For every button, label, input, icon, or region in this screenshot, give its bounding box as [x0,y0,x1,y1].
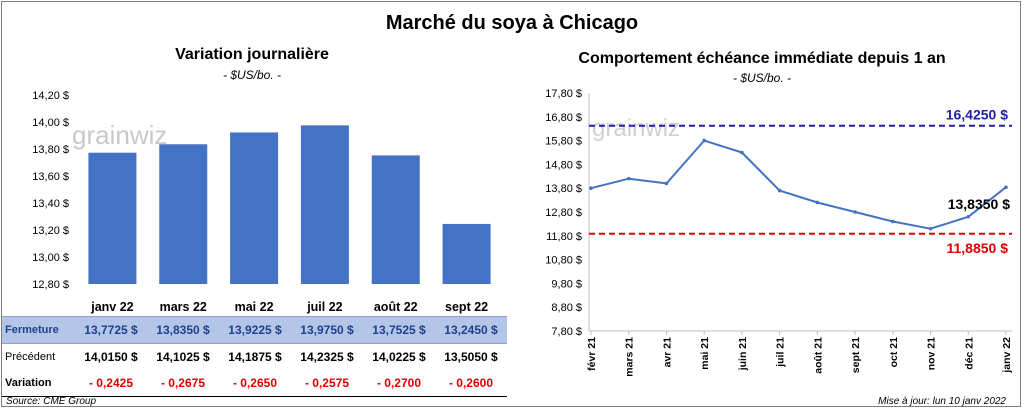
table-row-variation: Variation - 0,2425 - 0,2675 - 0,2650 - 0… [2,370,507,397]
left-chart-subtitle: - $US/bo. - [222,68,282,82]
data-point [815,200,820,205]
x-tick-label: sept 22 [445,300,488,314]
data-point [626,176,631,181]
x-tick-label: juil 22 [306,300,342,314]
table-cell: - 0,2650 [219,370,291,397]
bar [230,132,279,284]
row-label: Précédent [5,351,56,363]
y-tick-label: 10,80 $ [545,255,582,267]
data-point [966,214,971,219]
y-tick-label: 8,80 $ [551,302,582,314]
y-tick-label: 13,80 $ [32,144,69,156]
table-cell: 14,2325 $ [300,350,354,364]
table-cell: 13,5050 $ [444,350,498,364]
y-tick-label: 13,60 $ [32,171,69,183]
y-tick-label: 13,20 $ [32,225,69,237]
y-tick-label: 14,20 $ [32,90,69,102]
source-note: Source: CME Group [6,396,97,407]
y-tick-label: 13,40 $ [32,198,69,210]
bar [159,144,208,284]
y-tick-label: 13,80 $ [545,183,582,195]
y-tick-label: 12,80 $ [32,279,69,291]
table-cell: 14,1875 $ [228,350,282,364]
data-point [664,181,669,186]
x-tick-label: nov 21 [926,337,938,370]
y-tick-label: 13,00 $ [32,252,69,264]
x-tick-label: sept 21 [850,337,862,373]
y-tick-label: 7,80 $ [551,326,582,338]
table-cell: - 0,2675 [147,370,219,397]
x-tick-label: janv 22 [90,300,133,314]
left-chart-title: Variation journalière [175,46,329,63]
watermark-logo: grainwiz [592,115,680,142]
table-cell: - 0,2575 [291,370,363,397]
low-value-label: 11,8850 $ [946,240,1008,256]
data-point [1004,185,1008,190]
page-title: Marché du soya à Chicago [385,12,639,34]
data-point [928,226,933,231]
data-point [589,186,593,190]
x-tick-label: mars 21 [624,337,636,377]
y-tick-label: 17,80 $ [545,88,582,100]
high-value-label: 16,4250 $ [946,107,1008,123]
data-point [853,210,857,214]
x-tick-label: août 21 [812,337,824,374]
x-tick-label: août 22 [374,300,418,314]
bar [88,152,137,284]
table-cell: 13,2450 $ [435,316,507,344]
data-point [891,219,895,224]
table-cell: 13,7525 $ [363,316,435,344]
bar [371,155,420,284]
row-label: Variation [2,370,75,397]
right-chart-subtitle: - $US/bo. - [732,71,792,85]
x-tick-label: févr 21 [586,337,598,371]
table-cell: - 0,2700 [363,370,435,397]
data-point [777,188,782,193]
price-series-line [590,139,1007,230]
table-cell: 14,0225 $ [372,350,426,364]
y-tick-label: 9,80 $ [551,278,582,290]
y-tick-label: 14,80 $ [545,159,582,171]
x-tick-label: mars 22 [160,300,207,314]
x-tick-label: juil 21 [775,337,787,368]
table-cell: - 0,2600 [435,370,507,397]
table-cell: 13,8350 $ [147,316,219,344]
y-tick-label: 11,80 $ [546,231,582,243]
x-tick-label: janv 22 [1001,337,1013,374]
x-tick-label: déc 21 [963,337,975,370]
row-label: Fermeture [2,316,75,344]
x-tick-label: mai 21 [699,337,711,370]
x-tick-label: juin 21 [737,337,749,371]
data-point [740,150,744,155]
table-cell: 14,1025 $ [156,350,210,364]
prices-table: Fermeture 13,7725 $ 13,8350 $ 13,9225 $ … [2,316,507,397]
y-tick-label: 15,80 $ [545,136,582,148]
table-row-fermeture: Fermeture 13,7725 $ 13,8350 $ 13,9225 $ … [2,316,507,344]
table-cell: 13,7725 $ [75,316,147,344]
update-note: Mise à jour: lun 10 janv 2022 [878,396,1006,407]
x-tick-label: mai 22 [235,300,274,314]
line-chart: grainwiz 7,80 $ 8,80 $ 9,80 $ 10,80 $ 11,80 $… [545,88,1013,377]
table-cell: 13,9750 $ [291,316,363,344]
bar [442,223,491,284]
bar-chart: grainwiz 12,80 $ 13,00 $ 13,20 $ 13,40 $ 13,6… [32,90,491,314]
y-tick-label: 16,80 $ [545,112,582,124]
y-tick-label: 12,80 $ [545,207,582,219]
bar [300,125,349,284]
x-tick-label: oct 21 [888,337,900,368]
last-value-label: 13,8350 $ [948,196,1010,212]
x-tick-label: avr 21 [661,337,673,368]
right-chart-title: Comportement échéance immédiate depuis 1… [578,50,946,67]
data-point [702,138,706,143]
table-cell: 14,0150 $ [84,350,138,364]
table-cell: - 0,2425 [75,370,147,397]
y-tick-label: 14,00 $ [32,117,69,129]
table-row-precedent: Précédent 14,0150 $ 14,1025 $ 14,1875 $ … [2,344,507,371]
table-cell: 13,9225 $ [219,316,291,344]
watermark-logo: grainwiz [72,120,167,150]
